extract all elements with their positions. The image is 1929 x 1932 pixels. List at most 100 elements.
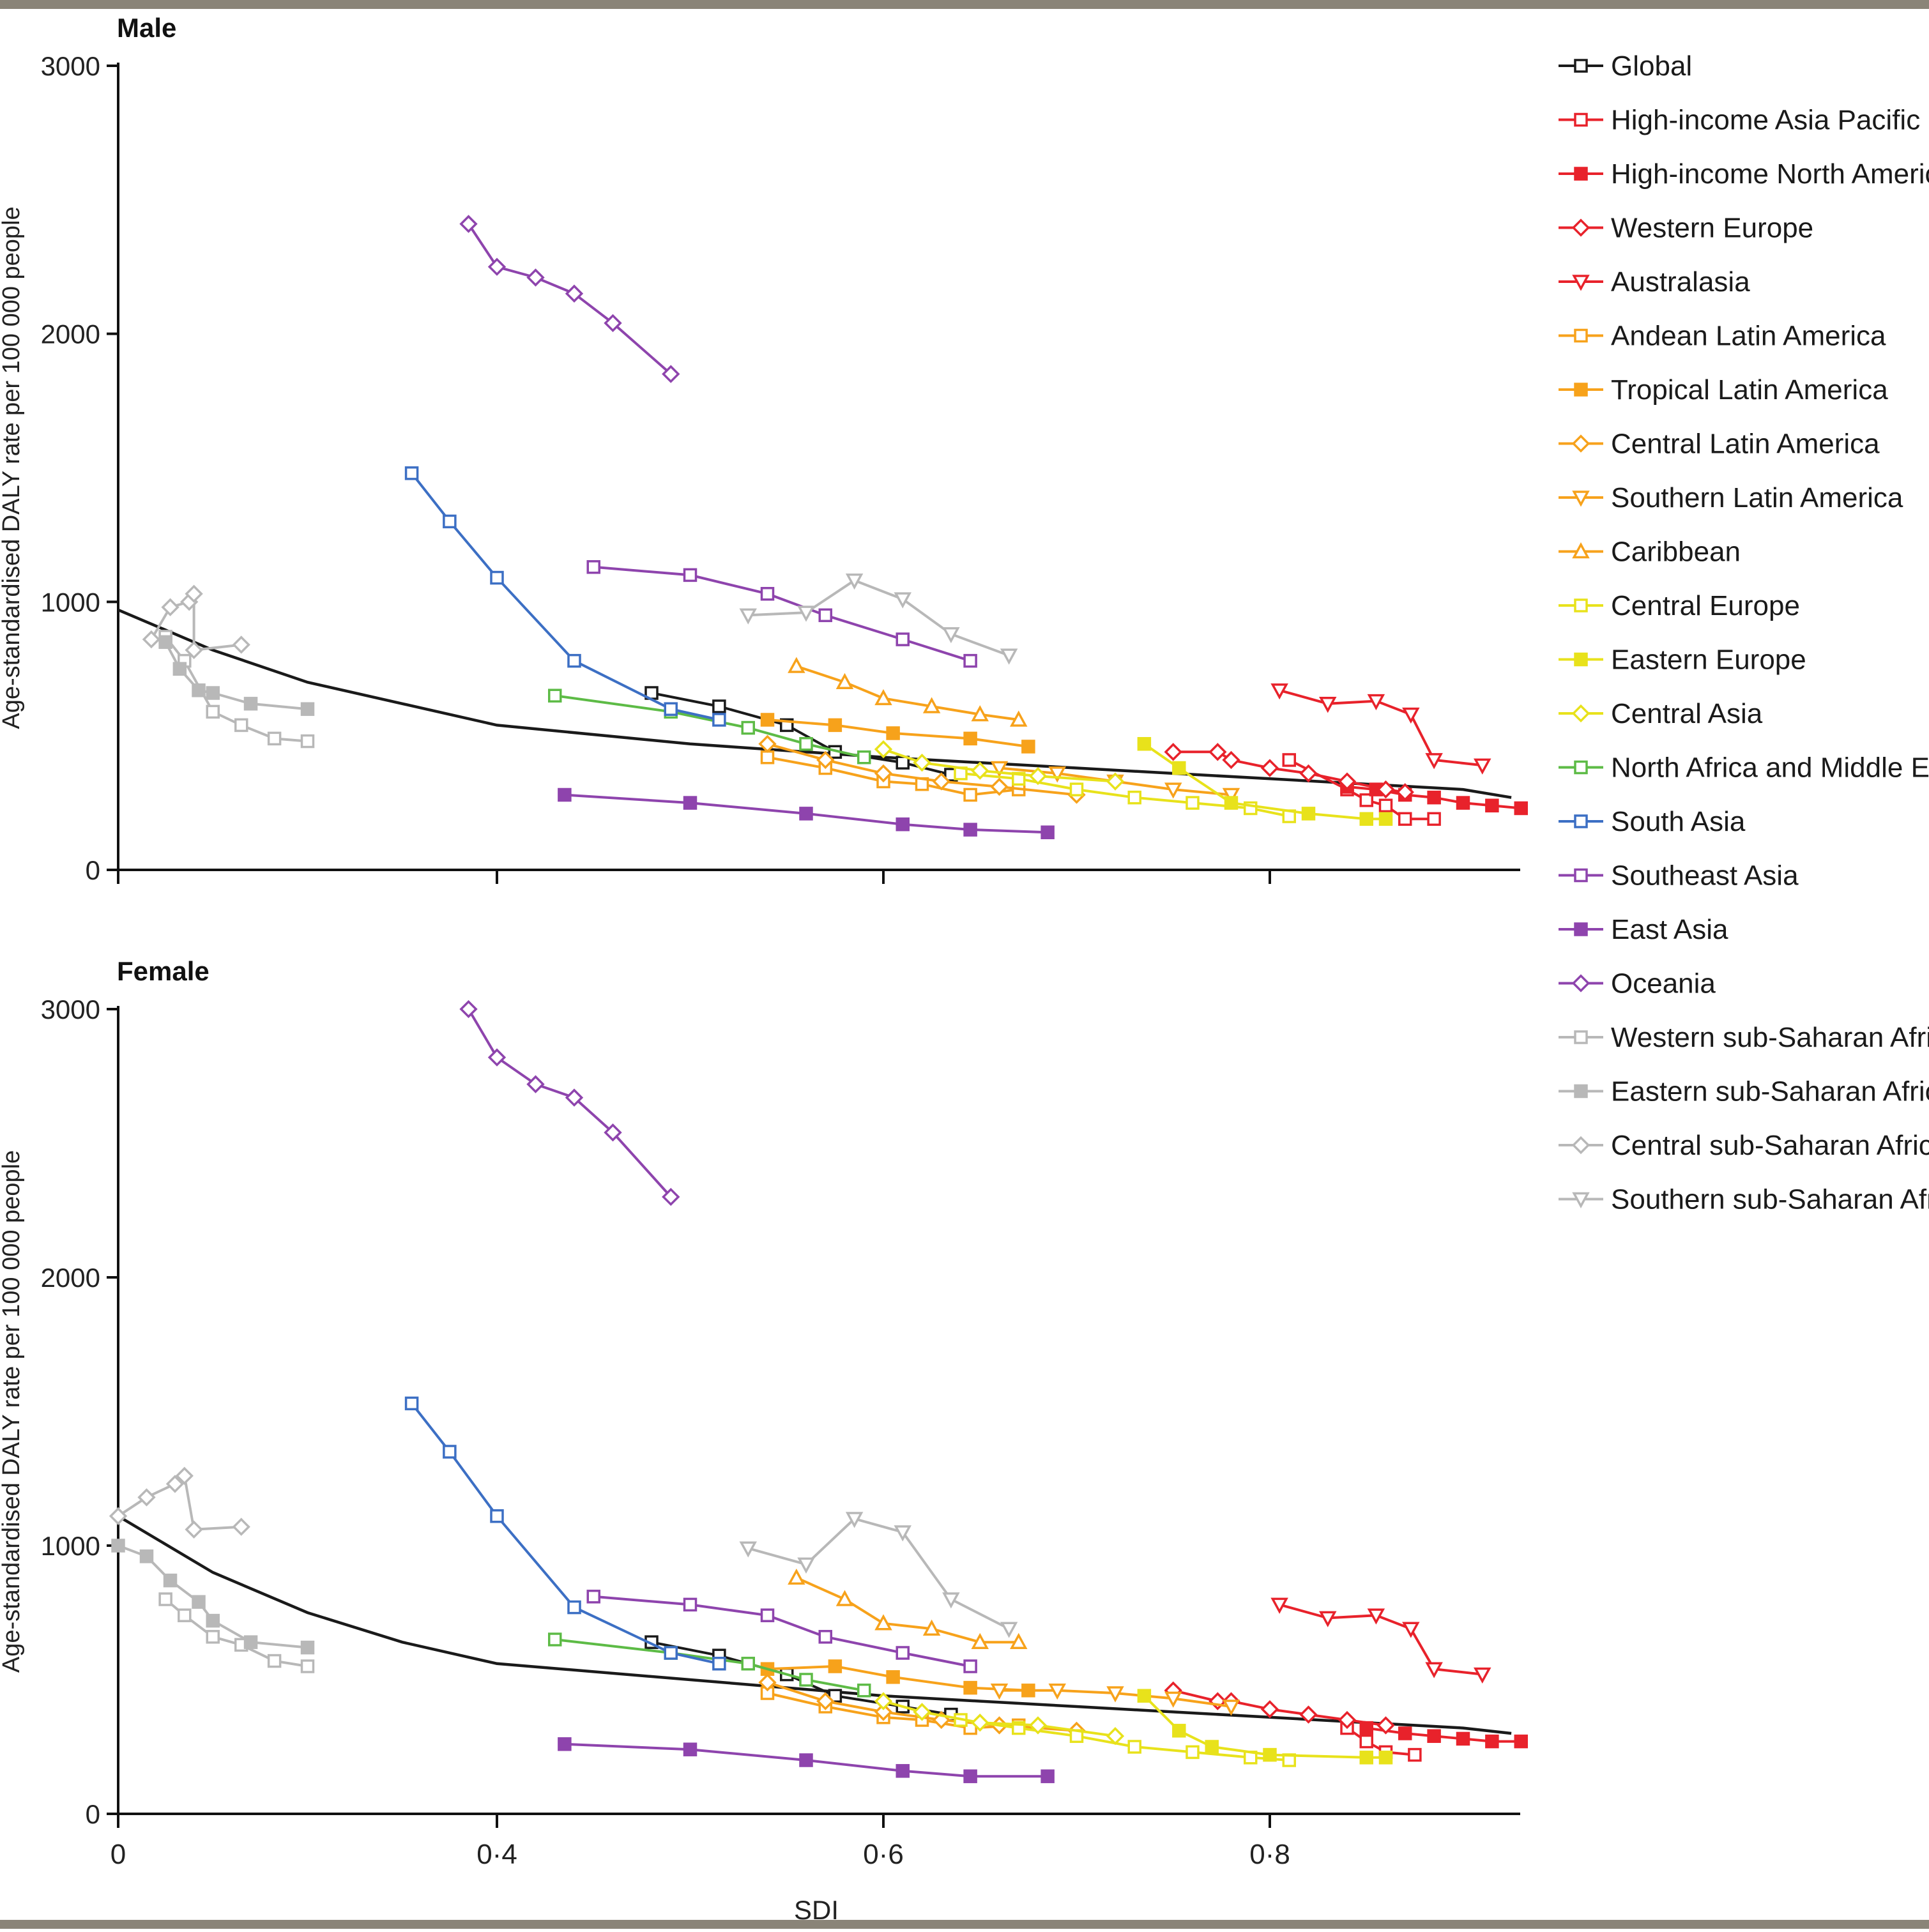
y-tick-label: 2000 (41, 1263, 100, 1293)
data-point (558, 787, 572, 802)
data-point (874, 740, 893, 759)
data-point (1222, 787, 1240, 804)
data-point (1485, 1734, 1499, 1749)
legend-swatch-marker (1572, 491, 1590, 507)
data-point (799, 1753, 813, 1767)
data-point (1398, 812, 1412, 826)
y-tick-label: 1000 (41, 1531, 100, 1561)
legend-label: Australasia (1611, 266, 1750, 298)
series-east-asia (558, 1737, 1055, 1783)
data-point (1041, 825, 1055, 839)
legend-item: Eastern Europe (1559, 644, 1806, 676)
data-point (192, 1595, 206, 1609)
data-point (797, 1557, 815, 1574)
data-point (1222, 1700, 1240, 1716)
y-axis-title: Age-standardised DALY rate per 100 000 p… (0, 1150, 25, 1673)
series-line (960, 772, 1290, 818)
series-south-asia (404, 466, 726, 727)
series-central-sub-saharan-africa (142, 584, 250, 660)
data-point (896, 1646, 910, 1660)
data-point (1367, 694, 1385, 711)
data-point (1208, 743, 1227, 761)
data-point (1222, 750, 1240, 770)
data-point (109, 1507, 128, 1525)
data-point (712, 1657, 726, 1671)
data-point (139, 1549, 154, 1563)
data-point (712, 699, 726, 713)
data-point (404, 1396, 419, 1411)
legend-label: Central sub-Saharan Africa (1611, 1130, 1929, 1161)
data-point (712, 713, 726, 727)
data-point (586, 1590, 600, 1604)
series-oceania (459, 1000, 680, 1206)
data-point (1319, 697, 1337, 713)
data-point (1402, 707, 1420, 724)
data-point (1164, 743, 1182, 761)
data-point (835, 673, 854, 689)
data-point (586, 560, 600, 574)
data-point (165, 1475, 185, 1493)
series-central-europe (954, 766, 1296, 823)
legend-swatch-marker (1571, 434, 1590, 453)
data-point (443, 514, 457, 529)
data-point (874, 1692, 893, 1710)
data-point (1359, 812, 1373, 826)
data-point (1000, 1622, 1018, 1638)
data-point (971, 761, 989, 780)
legend-label: Tropical Latin America (1611, 374, 1888, 406)
data-point (1000, 648, 1018, 665)
global-trend-line (118, 608, 1512, 799)
legend-swatch-marker (1574, 760, 1588, 775)
legend-label: North Africa and Middle East (1611, 752, 1929, 784)
data-point (818, 608, 832, 623)
series-tropical-latin-america (760, 713, 1035, 754)
data-point (760, 713, 775, 727)
legend-swatch-marker (1574, 652, 1588, 667)
legend-item: South Asia (1559, 806, 1746, 837)
series-high-income-asia-pacific (1282, 753, 1441, 826)
y-tick-label: 0 (86, 855, 100, 885)
data-point (232, 1517, 250, 1536)
data-point (896, 817, 910, 832)
series-line (747, 1517, 1010, 1630)
data-point (818, 1630, 832, 1644)
top-edge-band (0, 0, 1929, 9)
legend-item: Eastern sub-Saharan Africa (1559, 1076, 1929, 1107)
series-line (766, 742, 1077, 796)
series-eastern-sub-saharan-africa (111, 1539, 315, 1655)
data-point (1224, 796, 1239, 810)
x-tick-label: 0·4 (477, 1839, 517, 1870)
series-line (467, 223, 672, 376)
legend-label: Eastern sub-Saharan Africa (1611, 1076, 1929, 1107)
series-line (960, 1719, 1290, 1761)
series-central-asia (874, 740, 1125, 791)
data-point (857, 1684, 871, 1698)
data-point (243, 1635, 258, 1649)
data-point (1106, 772, 1125, 791)
legend-swatch-marker (1574, 383, 1588, 397)
legend-swatch-marker (1572, 1192, 1590, 1208)
legend-swatch-marker (1574, 59, 1588, 73)
x-tick-label: 0·8 (1249, 1839, 1290, 1870)
legend-label: High-income North America (1611, 158, 1929, 190)
data-point (1299, 764, 1318, 783)
data-point (760, 750, 775, 764)
data-point (1402, 1622, 1420, 1638)
legend-item: Central Asia (1559, 698, 1763, 729)
data-point (1398, 1726, 1412, 1740)
data-point (1028, 766, 1048, 786)
series-southern-sub-saharan-africa (739, 1512, 1018, 1638)
data-point (1378, 1751, 1393, 1765)
legend-item: Central sub-Saharan Africa (1559, 1130, 1929, 1161)
data-point (1021, 740, 1035, 754)
data-point (526, 268, 545, 287)
data-point (845, 1512, 864, 1528)
y-tick-label: 1000 (41, 587, 100, 617)
data-point (178, 1608, 192, 1622)
legend-label: Caribbean (1611, 536, 1741, 568)
legend-swatch-marker (1574, 922, 1588, 936)
data-point (526, 1075, 545, 1093)
legend-label: Western sub-Saharan Africa (1611, 1022, 1929, 1053)
data-point (963, 823, 977, 837)
data-point (963, 1680, 977, 1695)
